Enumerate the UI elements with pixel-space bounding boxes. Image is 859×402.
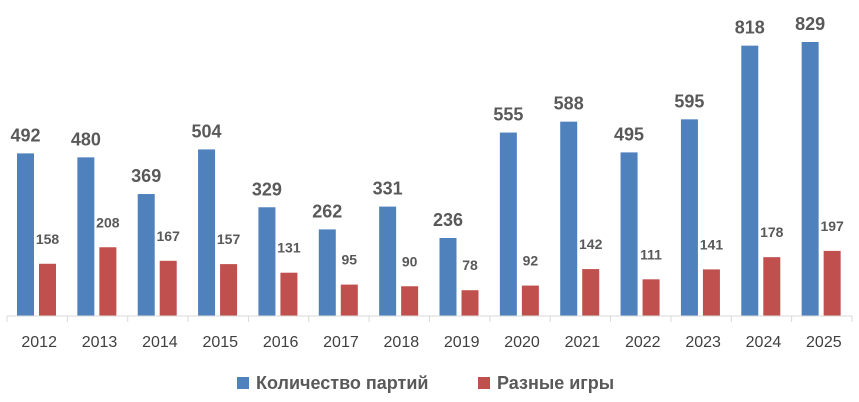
- x-tick-label: 2013: [82, 334, 118, 351]
- data-label-distinct-games: 92: [523, 253, 539, 269]
- bar-distinct-games: [39, 263, 56, 316]
- legend-swatch: [478, 377, 490, 389]
- data-label-games-count: 495: [614, 124, 644, 144]
- bar-games-count: [499, 132, 517, 316]
- bar-games-count: [318, 229, 336, 316]
- data-label-games-count: 329: [252, 179, 282, 199]
- x-tick-label: 2024: [746, 334, 782, 351]
- x-tick-label: 2015: [202, 334, 238, 351]
- data-label-distinct-games: 208: [96, 214, 120, 230]
- x-tick-label: 2019: [444, 334, 480, 351]
- data-label-games-count: 492: [10, 125, 40, 145]
- data-label-games-count: 818: [735, 18, 765, 38]
- data-label-games-count: 588: [554, 94, 584, 114]
- data-label-distinct-games: 157: [217, 231, 241, 247]
- data-label-games-count: 555: [493, 105, 523, 125]
- bar-games-count: [379, 206, 397, 316]
- bar-distinct-games: [159, 260, 177, 316]
- bar-games-count: [137, 194, 155, 316]
- x-axis-tick-labels: 2012 2013 2014 2015 2016 2017 2018 2019 2020 2021…: [21, 334, 841, 351]
- data-label-games-count: 369: [131, 166, 161, 186]
- data-label-distinct-games: 78: [462, 257, 478, 273]
- bar-distinct-games: [99, 247, 117, 316]
- data-label-distinct-games: 167: [157, 228, 181, 244]
- value-labels-layer: 492 158 480 208 369 167 504 157 329 131 262 95 331 90…: [10, 14, 844, 273]
- bar-games-count: [741, 45, 759, 316]
- bar-distinct-games: [823, 250, 841, 316]
- bar-games-count: [17, 153, 34, 316]
- legend-swatch: [237, 377, 249, 389]
- bar-games-count: [198, 149, 216, 316]
- bar-distinct-games: [220, 264, 238, 316]
- x-tick-label: 2014: [142, 334, 178, 351]
- bar-games-count: [77, 157, 95, 316]
- bar-games-count: [560, 121, 578, 316]
- bar-distinct-games: [763, 257, 781, 316]
- data-label-distinct-games: 111: [640, 246, 662, 262]
- data-label-distinct-games: 142: [579, 236, 603, 252]
- data-label-distinct-games: 131: [277, 240, 301, 256]
- bar-distinct-games: [521, 285, 539, 316]
- bar-games-count: [801, 42, 819, 316]
- data-label-distinct-games: 95: [342, 252, 358, 268]
- bar-distinct-games: [340, 284, 358, 316]
- data-label-distinct-games: 158: [36, 231, 60, 247]
- x-tick-label: 2017: [323, 334, 359, 351]
- x-tick-label: 2018: [384, 334, 420, 351]
- data-label-games-count: 262: [312, 201, 342, 221]
- x-tick-label: 2020: [504, 334, 540, 351]
- x-tick-label: 2016: [263, 334, 299, 351]
- data-label-games-count: 504: [192, 121, 222, 141]
- x-tick-label: 2022: [625, 334, 661, 351]
- data-label-games-count: 480: [71, 129, 101, 149]
- data-label-distinct-games: 178: [760, 224, 784, 240]
- bar-distinct-games: [461, 290, 479, 316]
- data-label-games-count: 829: [795, 14, 825, 34]
- data-label-games-count: 331: [373, 179, 403, 199]
- data-label-games-count: 236: [433, 210, 463, 230]
- data-label-distinct-games: 141: [700, 236, 724, 252]
- bar-games-count: [258, 207, 276, 316]
- legend: Количество партий Разные игры: [237, 373, 614, 393]
- bar-games-count: [439, 238, 457, 316]
- bar-distinct-games: [702, 269, 720, 316]
- bar-distinct-games: [642, 279, 660, 316]
- bars-layer: [17, 42, 841, 316]
- x-tick-label: 2021: [565, 334, 601, 351]
- data-label-distinct-games: 90: [402, 253, 418, 269]
- legend-label: Разные игры: [497, 373, 614, 393]
- bar-games-count: [680, 119, 698, 316]
- legend-label: Количество партий: [256, 373, 429, 393]
- bar-distinct-games: [401, 286, 419, 316]
- x-tick-label: 2023: [685, 334, 721, 351]
- bar-distinct-games: [582, 269, 600, 316]
- data-label-games-count: 595: [674, 91, 704, 111]
- x-tick-label: 2025: [806, 334, 842, 351]
- bar-games-count: [620, 152, 638, 316]
- x-tick-label: 2012: [21, 334, 57, 351]
- bar-distinct-games: [280, 272, 298, 316]
- x-axis-ticks: [6, 316, 853, 322]
- data-label-distinct-games: 197: [820, 218, 844, 234]
